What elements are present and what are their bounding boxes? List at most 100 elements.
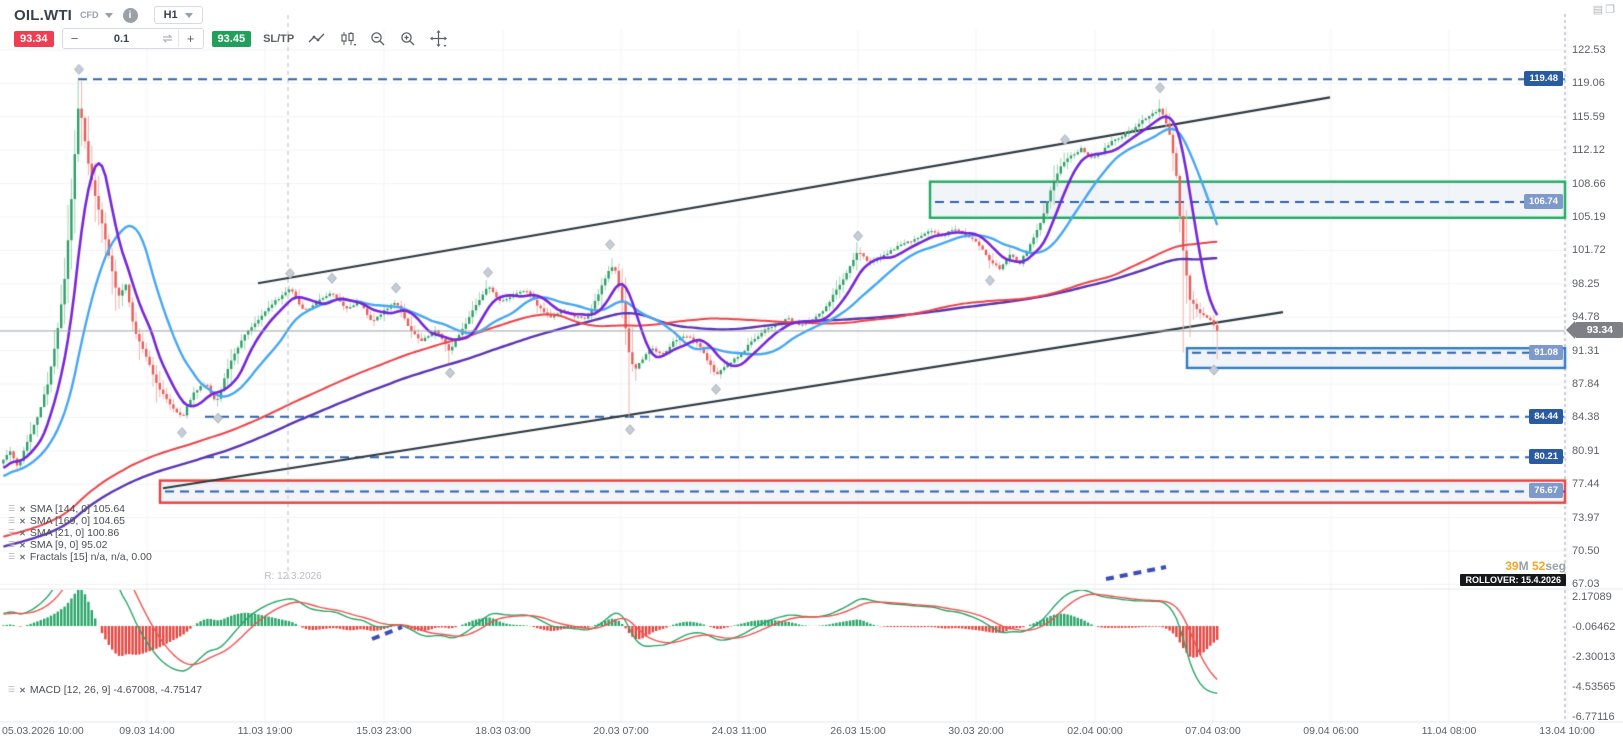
rollover-date-label: R: 12.3.2026	[264, 571, 322, 582]
date-tick-label: 02.04 00:00	[1067, 725, 1123, 737]
price-tick-label: 70.50	[1572, 545, 1600, 557]
date-tick-label: 09.03 14:00	[119, 725, 175, 737]
price-tick-label: 77.44	[1572, 478, 1600, 491]
legend-close-icon[interactable]: ✕	[19, 552, 26, 562]
instrument-header: OIL.WTI CFD i H1	[14, 6, 203, 24]
level-price-badge: 119.48	[1524, 71, 1563, 87]
legend-menu-icon[interactable]: ☰	[8, 528, 16, 537]
volume-increase-button[interactable]: +	[186, 31, 195, 46]
level-price-badge: 91.08	[1529, 344, 1563, 360]
price-tick-label: 84.38	[1572, 411, 1600, 424]
legend-row: ☰ ✕ SMA [144, 0] 105.64	[8, 503, 152, 515]
level-price-badge: 84.44	[1529, 408, 1563, 424]
price-tick-label: 73.97	[1572, 511, 1600, 524]
indicator-legend: ☰ ✕ SMA [144, 0] 105.64 ☰ ✕ SMA [169, 0]…	[8, 503, 152, 563]
candlestick-tool-icon[interactable]	[340, 31, 357, 46]
date-tick-label: 15.03 23:00	[356, 725, 412, 737]
chevron-down-icon	[184, 12, 193, 18]
price-tick-label: 112.12	[1572, 144, 1605, 157]
legend-label: SMA [144, 0] 105.64	[29, 503, 126, 515]
instrument-type-label: CFD	[80, 10, 99, 20]
date-tick-label: 09.04 06:00	[1303, 725, 1359, 737]
price-tick-label: 115.59	[1572, 110, 1605, 123]
price-tick-label: 87.84	[1572, 378, 1600, 390]
legend-menu-icon[interactable]: ☰	[8, 552, 16, 561]
legend-row: ☰ ✕ SMA [169, 0] 104.65	[8, 515, 152, 527]
legend-menu-icon[interactable]: ☰	[8, 540, 16, 549]
price-tick-label: 94.78	[1572, 311, 1600, 324]
line-chart-tool-icon[interactable]	[308, 32, 326, 46]
legend-row: ☰ ✕ SMA [9, 0] 95.02	[8, 539, 152, 551]
volume-decrease-button[interactable]: −	[70, 31, 79, 46]
layout-icon[interactable]: ❐	[1605, 4, 1617, 16]
date-tick-label: 11.03 19:00	[237, 725, 293, 737]
volume-stepper: − 0.1 +	[61, 28, 204, 49]
macd-tick-label: -4.53565	[1572, 681, 1616, 693]
order-toolbar: 93.34 − 0.1 + 93.45 SL/TP	[14, 28, 448, 49]
date-tick-label: 30.03 20:00	[948, 725, 1004, 737]
legend-row: ☰ ✕ MACD [12, 26, 9] -4.67008, -4.75147	[8, 684, 202, 696]
macd-tick-label: -0.06462	[1572, 621, 1616, 633]
legend-row: ☰ ✕ SMA [21, 0] 100.86	[8, 527, 152, 539]
chevron-down-icon[interactable]	[104, 12, 113, 18]
legend-menu-icon[interactable]: ☰	[8, 685, 16, 694]
level-price-badge: 76.67	[1529, 483, 1563, 499]
move-crosshair-icon[interactable]	[430, 30, 448, 47]
price-tick-label: 122.53	[1572, 44, 1606, 56]
legend-menu-icon[interactable]: ☰	[8, 516, 16, 525]
price-tick-label: 108.66	[1572, 177, 1606, 190]
date-tick-label: 24.03 11:00	[711, 725, 767, 737]
volume-refresh-icon[interactable]	[161, 33, 174, 44]
timeframe-dropdown[interactable]: H1	[153, 6, 203, 24]
price-tick-label: 67.03	[1572, 578, 1600, 591]
level-price-badge: 80.21	[1529, 449, 1563, 465]
price-tick-label: 91.31	[1572, 344, 1600, 357]
level-price-badge: 106.74	[1523, 193, 1563, 209]
legend-label: Fractals [15] n/a, n/a, 0.00	[29, 551, 152, 563]
legend-close-icon[interactable]: ✕	[19, 685, 26, 695]
legend-close-icon[interactable]: ✕	[19, 540, 26, 550]
current-price-badge: 93.34	[1574, 321, 1623, 338]
volume-input[interactable]: 0.1	[113, 32, 130, 45]
sell-price-button[interactable]: 93.34	[14, 30, 54, 47]
panel-icon[interactable]: ▤	[1592, 4, 1606, 16]
date-tick-label: 18.03 03:00	[475, 725, 531, 737]
legend-close-icon[interactable]: ✕	[19, 528, 26, 538]
buy-price-button[interactable]: 93.45	[211, 30, 252, 47]
date-tick-label: 07.04 03:00	[1185, 725, 1241, 737]
zoom-out-icon[interactable]	[370, 31, 386, 47]
price-tick-label: 98.25	[1572, 277, 1600, 290]
date-tick-label: 05.03.2026 10:00	[2, 725, 84, 737]
countdown-min-unit: M	[1518, 559, 1529, 573]
legend-label: SMA [169, 0] 104.65	[29, 515, 126, 527]
rollover-badge: ROLLOVER: 15.4.2026	[1460, 574, 1566, 586]
legend-label: SMA [9, 0] 95.02	[29, 539, 108, 551]
macd-tick-label: -6.77116	[1572, 711, 1615, 723]
countdown-minutes: 39	[1505, 559, 1519, 573]
macd-tick-label: -2.30013	[1572, 651, 1616, 663]
zoom-in-icon[interactable]	[400, 31, 416, 47]
macd-legend: ☰ ✕ MACD [12, 26, 9] -4.67008, -4.75147	[8, 684, 202, 696]
date-tick-label: 26.03 15:00	[830, 725, 886, 737]
instrument-symbol: OIL.WTI	[14, 6, 73, 24]
countdown-sec-unit: seg	[1545, 559, 1566, 573]
legend-close-icon[interactable]: ✕	[19, 516, 26, 526]
price-tick-label: 119.06	[1572, 77, 1605, 90]
legend-row: ☰ ✕ Fractals [15] n/a, n/a, 0.00	[8, 551, 152, 563]
legend-menu-icon[interactable]: ☰	[8, 504, 16, 513]
price-tick-label: 105.19	[1572, 211, 1606, 223]
legend-close-icon[interactable]: ✕	[19, 504, 26, 514]
date-tick-label: 20.03 07:00	[593, 725, 649, 737]
sltp-button[interactable]: SL/TP	[263, 32, 295, 45]
legend-label: MACD [12, 26, 9] -4.67008, -4.75147	[29, 684, 203, 696]
price-tick-label: 101.72	[1572, 244, 1606, 257]
price-arrow-icon	[1565, 320, 1575, 339]
info-icon[interactable]: i	[122, 7, 138, 23]
panel-controls: ▤❐	[1593, 3, 1617, 16]
timeframe-value: H1	[163, 9, 178, 21]
macd-tick-label: 2.17089	[1572, 591, 1612, 603]
date-tick-label: 13.04 10:00	[1539, 725, 1595, 737]
legend-label: SMA [21, 0] 100.86	[29, 527, 120, 539]
